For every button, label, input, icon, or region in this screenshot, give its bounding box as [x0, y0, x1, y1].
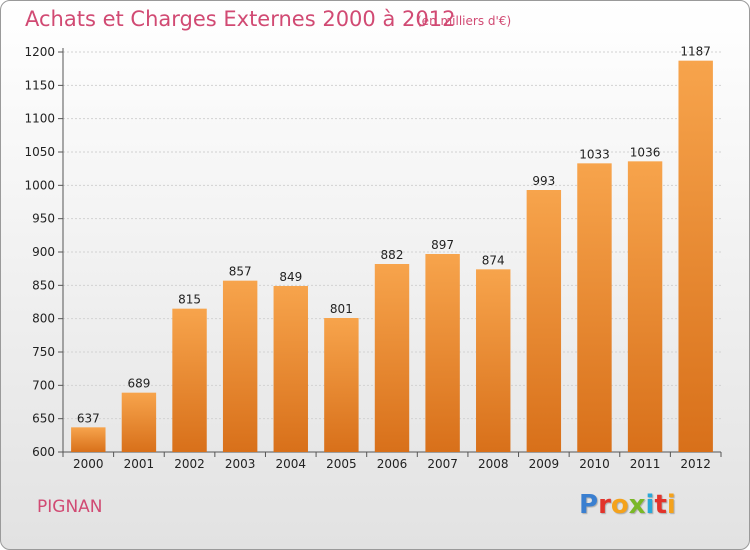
- logo-letter: i: [645, 490, 655, 520]
- x-tick-label: 2001: [124, 457, 155, 471]
- bar-value-label: 801: [330, 302, 353, 316]
- commune-name: PIGNAN: [37, 497, 103, 517]
- bar-2009: [526, 190, 562, 452]
- y-tick-label: 800: [32, 312, 55, 326]
- x-tick-label: 2000: [73, 457, 104, 471]
- bar-value-label: 1033: [579, 147, 610, 161]
- x-tick-label: 2008: [478, 457, 509, 471]
- x-tick-label: 2012: [680, 457, 711, 471]
- y-tick-label: 1150: [24, 78, 55, 92]
- bar-2005: [324, 318, 359, 452]
- bar-2000: [71, 427, 106, 452]
- bar-2001: [121, 392, 157, 452]
- x-tick-label: 2011: [630, 457, 661, 471]
- bar-value-label: 849: [279, 270, 302, 284]
- bar-2004: [273, 286, 308, 452]
- bar-2012: [678, 60, 713, 453]
- y-tick-label: 1200: [24, 45, 55, 59]
- bar-2006: [374, 264, 410, 452]
- x-tick-label: 2002: [174, 457, 205, 471]
- bar-value-label: 637: [77, 411, 100, 425]
- x-tick-label: 2004: [275, 457, 306, 471]
- x-tick-label: 2005: [326, 457, 357, 471]
- x-tick-label: 2010: [579, 457, 610, 471]
- chart-title: Achats et Charges Externes 2000 à 2012: [25, 7, 456, 31]
- bar-2008: [476, 269, 511, 452]
- y-tick-label: 900: [32, 245, 55, 259]
- x-tick-label: 2003: [225, 457, 256, 471]
- bar-value-label: 993: [532, 174, 555, 188]
- logo-letter: r: [598, 490, 611, 520]
- y-tick-label: 1100: [24, 112, 55, 126]
- bar-value-label: 815: [178, 293, 201, 307]
- bar-value-label: 882: [381, 248, 404, 262]
- logo-letter: x: [628, 490, 646, 520]
- bar-value-label: 857: [229, 265, 252, 279]
- bar-2002: [172, 308, 207, 452]
- bar-value-label: 874: [482, 253, 505, 267]
- y-tick-label: 1000: [24, 178, 55, 192]
- logo-letter: t: [654, 490, 667, 520]
- bar-2010: [577, 163, 612, 453]
- bar-value-label: 897: [431, 238, 454, 252]
- bar-value-label: 1036: [630, 145, 661, 159]
- y-tick-label: 1050: [24, 145, 55, 159]
- bar-2003: [222, 280, 258, 452]
- bar-value-label: 689: [127, 377, 150, 391]
- y-tick-label: 600: [32, 445, 55, 459]
- logo-letter: i: [666, 490, 676, 520]
- y-tick-label: 650: [32, 412, 55, 426]
- proxiti-logo[interactable]: Proxiti: [579, 490, 676, 520]
- bar-value-label: 1187: [680, 45, 711, 59]
- x-tick-label: 2009: [529, 457, 560, 471]
- y-tick-label: 950: [32, 212, 55, 226]
- bar-2007: [425, 254, 460, 452]
- chart-subtitle: (en milliers d'€): [417, 14, 512, 28]
- y-tick-label: 700: [32, 378, 55, 392]
- y-tick-label: 850: [32, 278, 55, 292]
- bar-2011: [627, 161, 663, 453]
- x-tick-label: 2007: [427, 457, 458, 471]
- x-tick-label: 2006: [377, 457, 408, 471]
- logo-letter: P: [579, 490, 599, 520]
- y-tick-label: 750: [32, 345, 55, 359]
- logo-letter: o: [610, 490, 629, 520]
